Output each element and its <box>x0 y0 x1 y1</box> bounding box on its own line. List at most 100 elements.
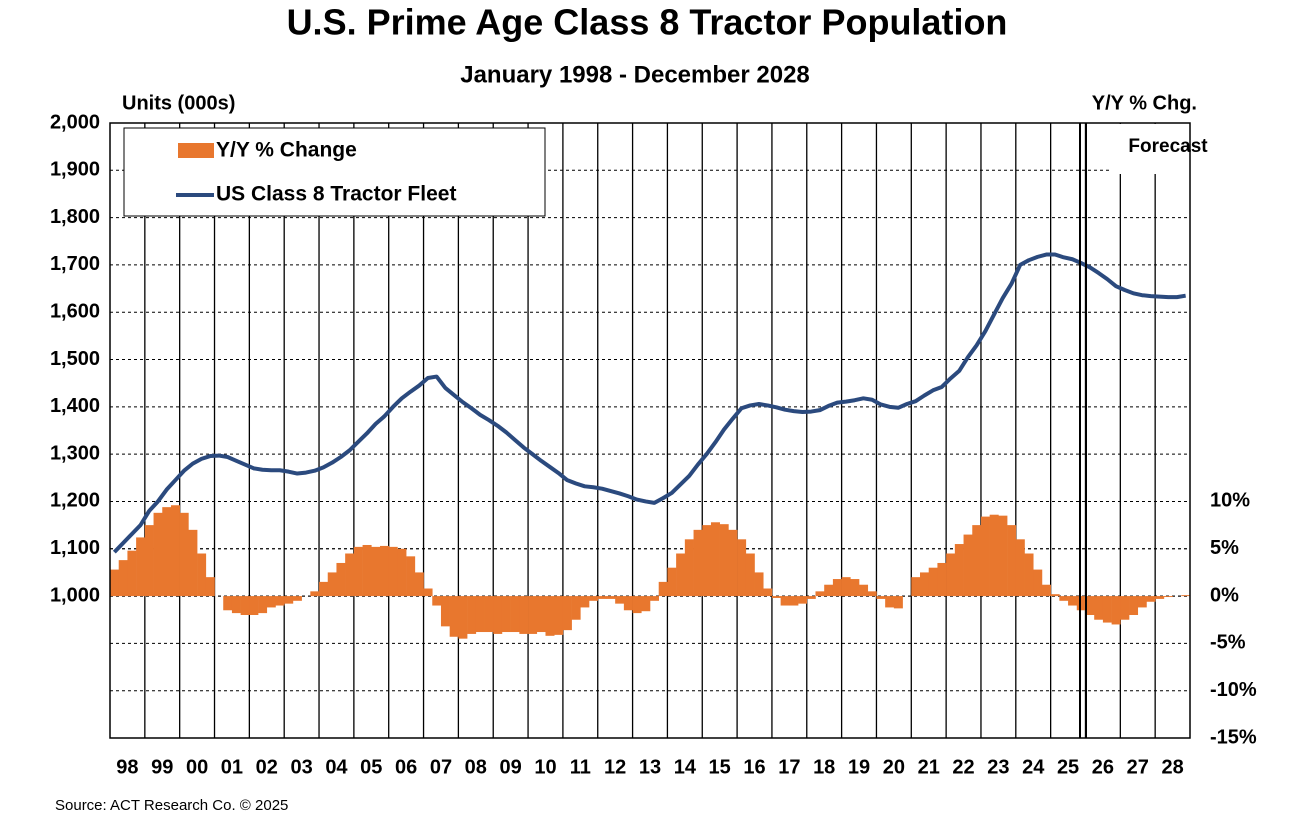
x-tick-label: 00 <box>186 756 208 778</box>
bar <box>231 596 241 614</box>
bar <box>275 596 285 606</box>
bar <box>798 596 808 604</box>
bar <box>597 596 607 599</box>
bar <box>440 596 450 627</box>
bar <box>658 581 668 597</box>
bar <box>397 548 407 597</box>
bar <box>353 546 363 597</box>
bar <box>554 596 564 635</box>
bar <box>528 596 538 634</box>
bar <box>1050 594 1060 597</box>
bar <box>954 544 964 597</box>
x-tick-label: 28 <box>1161 756 1183 778</box>
x-tick-label: 11 <box>570 756 591 778</box>
bar <box>536 596 546 633</box>
bar <box>179 512 189 597</box>
x-tick-label: 16 <box>743 756 765 778</box>
bar <box>545 596 555 636</box>
bar <box>266 596 276 608</box>
x-tick-label: 12 <box>604 756 626 778</box>
bar <box>728 529 738 597</box>
x-tick-label: 13 <box>639 756 661 778</box>
bar <box>841 577 851 597</box>
bar <box>615 596 625 604</box>
bar <box>432 596 442 606</box>
bar <box>327 572 337 597</box>
bar <box>458 596 468 639</box>
chart-title: U.S. Prime Age Class 8 Tractor Populatio… <box>287 2 1008 43</box>
bar <box>197 553 207 597</box>
bar <box>824 584 834 597</box>
bar <box>710 522 720 597</box>
bar <box>371 546 381 597</box>
bar <box>650 596 660 601</box>
bar <box>1007 525 1017 597</box>
y2-tick-label: 5% <box>1210 537 1239 559</box>
forecast-label: Forecast <box>1128 136 1208 157</box>
legend-label: US Class 8 Tractor Fleet <box>216 183 456 206</box>
bar <box>1137 596 1147 608</box>
bar <box>684 539 694 597</box>
y-axis-label: Units (000s) <box>122 92 235 114</box>
x-tick-label: 17 <box>778 756 800 778</box>
x-tick-label: 20 <box>883 756 905 778</box>
x-tick-label: 24 <box>1022 756 1045 778</box>
x-tick-label: 02 <box>256 756 278 778</box>
bar <box>162 507 172 597</box>
bar <box>867 591 877 597</box>
bar <box>1181 595 1191 597</box>
x-tick-label: 07 <box>430 756 452 778</box>
y-tick-label: 1,500 <box>50 348 100 370</box>
bar <box>380 545 390 597</box>
bar <box>754 572 764 597</box>
y-tick-label: 1,400 <box>50 395 100 417</box>
x-tick-label: 14 <box>674 756 697 778</box>
bar <box>571 596 581 620</box>
forecast-label-box <box>1110 124 1189 174</box>
bar <box>284 596 294 604</box>
bar <box>493 596 503 634</box>
bar <box>153 512 163 597</box>
y-tick-label: 1,800 <box>50 206 100 228</box>
bar <box>1015 539 1025 597</box>
bar <box>972 525 982 597</box>
bar <box>928 567 938 597</box>
bar <box>989 514 999 597</box>
bar <box>963 534 973 597</box>
plot-marks <box>110 252 1191 639</box>
bar <box>589 596 599 601</box>
bar <box>1163 596 1173 598</box>
y-tick-label: 1,100 <box>50 537 100 559</box>
bar <box>519 596 529 634</box>
bar <box>1068 596 1078 606</box>
bar <box>467 596 477 634</box>
bar <box>240 596 250 615</box>
source-note: Source: ACT Research Co. © 2025 <box>55 797 288 814</box>
bar <box>388 546 398 597</box>
bar <box>144 525 154 597</box>
line <box>112 252 1186 554</box>
bar <box>1146 596 1156 602</box>
bar <box>1111 596 1121 625</box>
bar <box>414 572 424 597</box>
bar <box>1041 584 1051 597</box>
x-tick-label: 99 <box>151 756 173 778</box>
y-tick-label: 1,600 <box>50 301 100 323</box>
bar <box>771 596 781 598</box>
bar <box>632 596 642 614</box>
y2-tick-label: 10% <box>1210 490 1250 512</box>
x-tick-label: 19 <box>848 756 870 778</box>
bar <box>501 596 511 633</box>
bar <box>737 539 747 597</box>
bar <box>1059 596 1069 601</box>
bar <box>885 596 895 608</box>
bar <box>345 553 355 597</box>
bar <box>1094 596 1104 620</box>
plot-frame <box>109 122 1191 739</box>
bar <box>623 596 633 611</box>
bar <box>449 596 459 637</box>
bar <box>1076 596 1086 611</box>
bar <box>667 567 677 597</box>
